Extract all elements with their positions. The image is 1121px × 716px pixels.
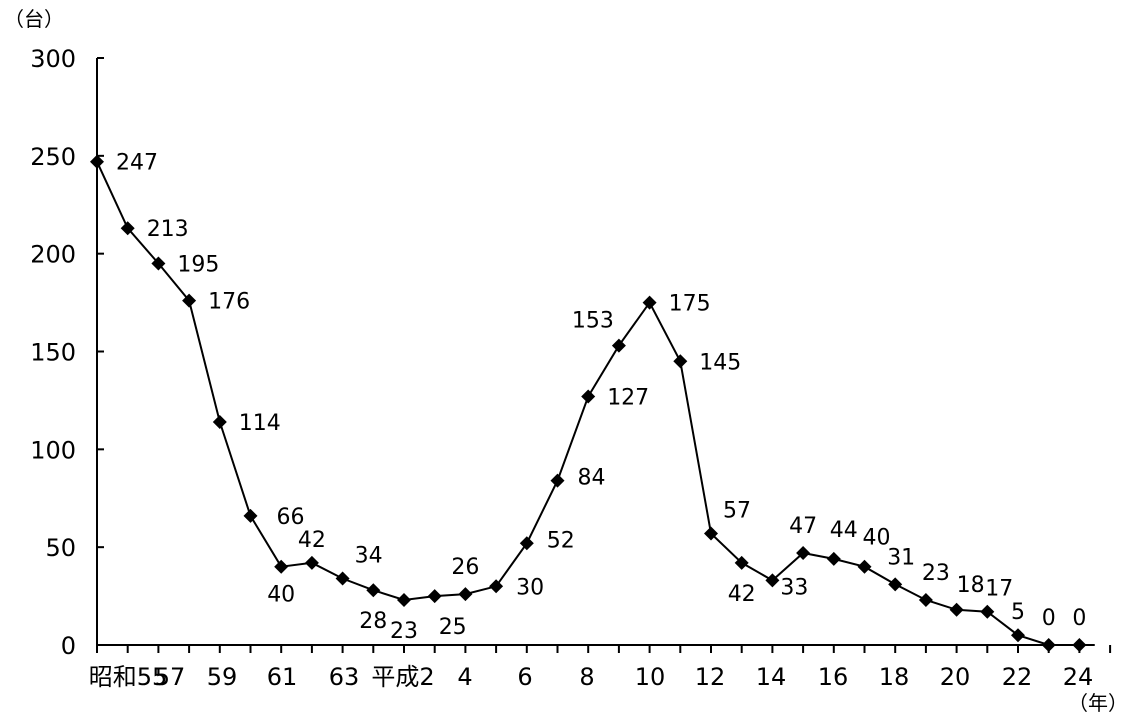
data-point [243, 508, 258, 523]
data-label: 0 [1042, 606, 1056, 631]
data-point [90, 154, 104, 169]
data-label: 57 [723, 498, 751, 523]
data-label: 23 [390, 619, 418, 644]
data-point [1041, 638, 1056, 652]
x-tick-label: 63 [329, 663, 360, 691]
data-label: 34 [355, 543, 383, 568]
y-tick-label: 200 [30, 241, 76, 269]
y-tick-label: 50 [45, 534, 76, 562]
data-point [796, 546, 811, 561]
data-label: 42 [728, 582, 756, 607]
x-tick-label: 10 [635, 663, 666, 691]
data-point [765, 573, 780, 588]
data-point [397, 592, 411, 607]
data-point [918, 592, 933, 607]
data-point [182, 293, 197, 308]
data-label: 18 [957, 573, 985, 598]
data-point [304, 555, 319, 570]
data-point [120, 221, 135, 236]
data-label: 26 [451, 555, 479, 580]
data-label: 195 [177, 252, 219, 277]
data-point [704, 526, 718, 541]
data-point [1072, 638, 1087, 652]
data-point [212, 414, 227, 429]
x-tick-label: 16 [818, 663, 849, 691]
data-point [642, 295, 657, 310]
data-label: 153 [572, 309, 614, 334]
data-label: 114 [239, 411, 281, 436]
data-label: 31 [887, 545, 915, 570]
axes [96, 58, 1095, 646]
y-axis-ticks: 0 50 100 150 200 250 300 [30, 45, 104, 660]
data-point [611, 338, 626, 353]
x-tick-label: 4 [457, 663, 472, 691]
x-tick-label: 8 [579, 663, 594, 691]
x-tick-label: 57 [155, 663, 186, 691]
x-tick-label: 24 [1063, 663, 1094, 691]
data-label: 247 [116, 151, 158, 176]
data-label: 42 [298, 528, 326, 553]
data-point [673, 354, 688, 369]
x-tick-label: 平成2 [371, 663, 434, 691]
data-point [826, 551, 841, 566]
data-point [1011, 628, 1025, 643]
data-point [151, 256, 166, 271]
x-tick-label: 22 [1002, 663, 1033, 691]
data-point [458, 587, 473, 602]
data-label: 176 [208, 290, 250, 315]
data-point [366, 583, 381, 598]
data-label: 44 [830, 518, 858, 543]
data-label: 25 [439, 615, 467, 640]
x-axis-unit-label: （年） [1068, 691, 1121, 715]
data-point [581, 389, 596, 404]
data-label: 127 [607, 386, 649, 411]
data-point [274, 559, 289, 574]
data-point [427, 589, 442, 604]
x-tick-label: 59 [207, 663, 238, 691]
data-label: 33 [780, 575, 808, 600]
data-point [734, 555, 749, 570]
x-tick-label: 12 [695, 663, 726, 691]
y-tick-label: 100 [30, 436, 76, 464]
x-tick-label: 昭和55 [89, 663, 168, 691]
data-label: 5 [1011, 600, 1025, 625]
data-point [550, 473, 565, 488]
data-point [888, 577, 903, 592]
data-label: 17 [985, 577, 1013, 602]
data-label: 47 [789, 514, 817, 539]
x-tick-label: 14 [756, 663, 787, 691]
y-axis-unit-label: （台） [4, 7, 64, 31]
data-point [949, 602, 964, 617]
y-tick-label: 300 [30, 45, 76, 73]
data-point [980, 604, 995, 619]
data-point [489, 579, 504, 594]
data-point [519, 536, 534, 551]
data-point [857, 559, 872, 574]
data-label: 145 [699, 350, 741, 375]
x-tick-label: 18 [879, 663, 910, 691]
data-label: 40 [863, 526, 891, 551]
data-series [90, 154, 1087, 652]
data-label: 30 [516, 575, 544, 600]
x-tick-label: 20 [940, 663, 971, 691]
y-tick-label: 250 [30, 143, 76, 171]
x-tick-label: 61 [267, 663, 298, 691]
data-label: 23 [922, 561, 950, 586]
data-label: 66 [277, 505, 305, 530]
data-label: 52 [547, 528, 575, 553]
data-label: 0 [1072, 606, 1086, 631]
data-label: 213 [147, 217, 189, 242]
data-label: 28 [359, 609, 387, 634]
data-label: 175 [669, 292, 711, 317]
y-tick-label: 150 [30, 339, 76, 367]
data-point [335, 571, 350, 586]
y-tick-label: 0 [61, 632, 76, 660]
x-tick-label: 6 [517, 663, 532, 691]
data-label: 84 [578, 466, 606, 491]
data-label: 40 [267, 583, 295, 608]
